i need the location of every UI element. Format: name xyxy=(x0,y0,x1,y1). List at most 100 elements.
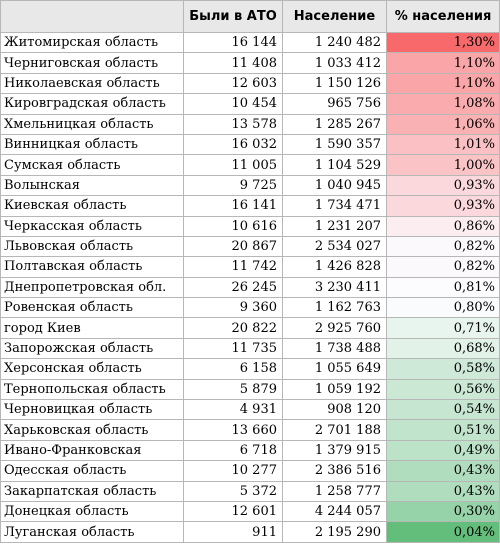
table-row: Донецкая область 12 601 4 244 057 0,30% xyxy=(0,500,500,523)
table-body: Житомирская область 16 144 1 240 482 1,30% Ч… xyxy=(0,31,500,543)
table-row: Харьковская область 13 660 2 701 188 0,51% xyxy=(0,419,500,441)
population-cell: 2 701 188 xyxy=(282,419,387,441)
region-cell: Житомирская область xyxy=(0,31,184,54)
region-cell: Ивано-Франковская xyxy=(0,439,184,462)
population-cell: 2 534 027 xyxy=(282,235,387,258)
header-row: Были в АТО Население % населения xyxy=(0,0,500,33)
table-row: Ровенская область 9 360 1 162 763 0,80% xyxy=(0,297,500,319)
percent-cell: 1,01% xyxy=(386,133,500,156)
ato-cell: 9 725 xyxy=(183,174,283,197)
population-cell: 2 195 290 xyxy=(282,521,387,543)
region-cell: Херсонская область xyxy=(0,358,184,380)
population-cell: 4 244 057 xyxy=(282,500,387,523)
ato-cell: 10 277 xyxy=(183,460,283,482)
header-ato: Были в АТО xyxy=(183,0,283,33)
percent-cell: 0,30% xyxy=(386,500,500,523)
population-cell: 1 040 945 xyxy=(282,174,387,197)
percent-cell: 0,56% xyxy=(386,378,500,401)
percent-cell: 1,00% xyxy=(386,154,500,176)
population-cell: 1 033 412 xyxy=(282,52,387,74)
table-row: город Киев 20 822 2 925 760 0,71% xyxy=(0,317,500,339)
region-cell: Николаевская область xyxy=(0,72,184,95)
ato-cell: 16 032 xyxy=(183,133,283,156)
table-row: Житомирская область 16 144 1 240 482 1,30% xyxy=(0,31,500,54)
table-row: Запорожская область 11 735 1 738 488 0,68% xyxy=(0,337,500,360)
header-population: Население xyxy=(282,0,387,33)
ato-cell: 20 822 xyxy=(183,317,283,339)
percent-cell: 0,68% xyxy=(386,337,500,360)
table-row: Черновицкая область 4 931 908 120 0,54% xyxy=(0,399,500,421)
table-row: Херсонская область 6 158 1 055 649 0,58% xyxy=(0,358,500,380)
region-cell: Черниговская область xyxy=(0,52,184,74)
header-region xyxy=(0,0,184,33)
ato-cell: 5 879 xyxy=(183,378,283,401)
ato-cell: 11 408 xyxy=(183,52,283,74)
table-row: Днепропетровская обл. 26 245 3 230 411 0,81… xyxy=(0,276,500,299)
region-cell: Днепропетровская обл. xyxy=(0,276,184,299)
region-cell: Черкасская область xyxy=(0,215,184,237)
table-header: Были в АТО Население % населения xyxy=(0,0,500,33)
region-cell: Волынская xyxy=(0,174,184,197)
percent-cell: 0,43% xyxy=(386,460,500,482)
ato-cell: 16 141 xyxy=(183,195,283,217)
region-cell: Харьковская область xyxy=(0,419,184,441)
table-row: Черниговская область 11 408 1 033 412 1,10% xyxy=(0,52,500,74)
table-row: Сумская область 11 005 1 104 529 1,00% xyxy=(0,154,500,176)
population-cell: 1 055 649 xyxy=(282,358,387,380)
ato-cell: 11 742 xyxy=(183,256,283,278)
population-cell: 1 426 828 xyxy=(282,256,387,278)
region-cell: Хмельницкая область xyxy=(0,113,184,135)
region-cell: Донецкая область xyxy=(0,500,184,523)
region-cell: Ровенская область xyxy=(0,297,184,319)
percent-cell: 0,93% xyxy=(386,195,500,217)
table-row: Волынская 9 725 1 040 945 0,93% xyxy=(0,174,500,197)
percent-cell: 0,54% xyxy=(386,399,500,421)
table-row: Черкасская область 10 616 1 231 207 0,86% xyxy=(0,215,500,237)
percent-cell: 0,82% xyxy=(386,235,500,258)
table-row: Киевская область 16 141 1 734 471 0,93% xyxy=(0,195,500,217)
percent-cell: 0,71% xyxy=(386,317,500,339)
population-cell: 1 590 357 xyxy=(282,133,387,156)
ato-cell: 12 601 xyxy=(183,500,283,523)
region-cell: Одесская область xyxy=(0,460,184,482)
ato-cell: 11 005 xyxy=(183,154,283,176)
region-cell: Тернопольская область xyxy=(0,378,184,401)
population-cell: 1 150 126 xyxy=(282,72,387,95)
percent-cell: 0,81% xyxy=(386,276,500,299)
table-row: Тернопольская область 5 879 1 059 192 0,56% xyxy=(0,378,500,401)
ato-cell: 13 660 xyxy=(183,419,283,441)
ato-cell: 4 931 xyxy=(183,399,283,421)
ato-cell: 9 360 xyxy=(183,297,283,319)
table-row: Ивано-Франковская 6 718 1 379 915 0,49% xyxy=(0,439,500,462)
percent-cell: 1,30% xyxy=(386,31,500,54)
ato-cell: 12 603 xyxy=(183,72,283,95)
percent-cell: 0,43% xyxy=(386,480,500,502)
population-cell: 1 104 529 xyxy=(282,154,387,176)
table-row: Луганская область 911 2 195 290 0,04% xyxy=(0,521,500,543)
ato-cell: 6 718 xyxy=(183,439,283,462)
population-cell: 1 738 488 xyxy=(282,337,387,360)
population-cell: 2 925 760 xyxy=(282,317,387,339)
ato-cell: 10 454 xyxy=(183,93,283,115)
ato-cell: 5 372 xyxy=(183,480,283,502)
table-row: Кировградская область 10 454 965 756 1,08% xyxy=(0,93,500,115)
table-row: Хмельницкая область 13 578 1 285 267 1,06% xyxy=(0,113,500,135)
percent-cell: 0,86% xyxy=(386,215,500,237)
population-cell: 1 162 763 xyxy=(282,297,387,319)
population-cell: 1 240 482 xyxy=(282,31,387,54)
region-cell: Черновицкая область xyxy=(0,399,184,421)
region-cell: город Киев xyxy=(0,317,184,339)
ato-cell: 26 245 xyxy=(183,276,283,299)
table-row: Одесская область 10 277 2 386 516 0,43% xyxy=(0,460,500,482)
region-cell: Киевская область xyxy=(0,195,184,217)
percent-cell: 0,82% xyxy=(386,256,500,278)
percent-cell: 1,08% xyxy=(386,93,500,115)
percent-cell: 0,49% xyxy=(386,439,500,462)
population-cell: 1 231 207 xyxy=(282,215,387,237)
population-cell: 1 059 192 xyxy=(282,378,387,401)
ato-cell: 13 578 xyxy=(183,113,283,135)
percent-cell: 1,10% xyxy=(386,72,500,95)
ato-cell: 10 616 xyxy=(183,215,283,237)
ato-cell: 911 xyxy=(183,521,283,543)
percent-cell: 1,06% xyxy=(386,113,500,135)
